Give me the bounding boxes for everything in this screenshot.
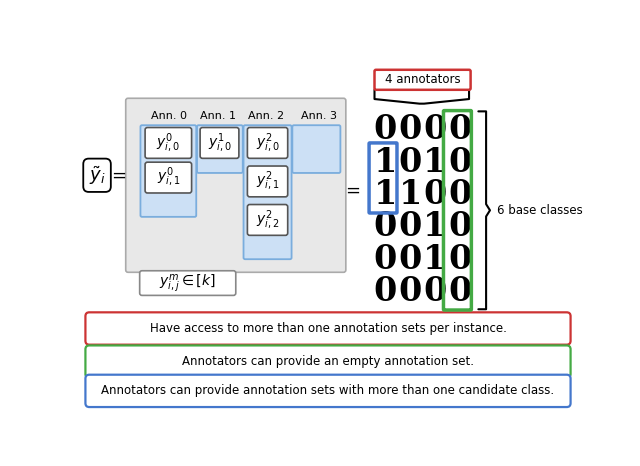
Text: Annotators can provide an empty annotation set.: Annotators can provide an empty annotati… [182,355,474,368]
Text: 0: 0 [448,178,472,211]
Text: 0: 0 [374,275,397,308]
Text: $y^m_{i,j} \in [k]$: $y^m_{i,j} \in [k]$ [159,272,216,294]
Text: Annotators can provide annotation sets with more than one candidate class.: Annotators can provide annotation sets w… [101,384,555,397]
Text: Ann. 0: Ann. 0 [151,111,187,121]
FancyBboxPatch shape [200,128,239,158]
Text: 0: 0 [423,275,447,308]
Text: $y^2_{i,0}$: $y^2_{i,0}$ [256,131,280,155]
FancyBboxPatch shape [140,271,236,295]
Text: 0: 0 [399,275,422,308]
Text: $y^2_{i,2}$: $y^2_{i,2}$ [256,208,279,232]
Text: 0: 0 [423,178,447,211]
Text: Ann. 2: Ann. 2 [248,111,284,121]
Text: 0: 0 [448,210,472,243]
Text: $y^1_{i,0}$: $y^1_{i,0}$ [207,131,232,155]
Text: 0: 0 [374,243,397,276]
FancyBboxPatch shape [244,125,292,259]
Text: 0: 0 [399,210,422,243]
FancyBboxPatch shape [85,345,571,378]
Text: $y^0_{i,1}$: $y^0_{i,1}$ [157,166,180,189]
Text: 6 base classes: 6 base classes [497,204,582,217]
Text: 1: 1 [423,243,447,276]
Text: Ann. 1: Ann. 1 [200,111,236,121]
FancyBboxPatch shape [248,166,288,197]
Text: $y^2_{i,1}$: $y^2_{i,1}$ [256,170,279,193]
Text: 0: 0 [374,113,397,146]
FancyBboxPatch shape [145,128,191,158]
Text: Have access to more than one annotation sets per instance.: Have access to more than one annotation … [150,322,506,335]
Text: $\tilde{y}_i$: $\tilde{y}_i$ [89,164,106,186]
Text: 0: 0 [423,113,447,146]
Text: 1: 1 [423,146,447,178]
Text: 0: 0 [448,275,472,308]
FancyBboxPatch shape [145,162,191,193]
Text: 0: 0 [448,243,472,276]
FancyBboxPatch shape [85,375,571,407]
Text: $y^0_{i,0}$: $y^0_{i,0}$ [157,131,180,155]
Text: 0: 0 [448,113,472,146]
Text: 0: 0 [399,113,422,146]
Text: 0: 0 [374,210,397,243]
Text: Ann. 3: Ann. 3 [301,111,337,121]
Text: 1: 1 [374,178,397,211]
Text: 1: 1 [423,210,447,243]
FancyBboxPatch shape [140,125,196,217]
Text: 4 annotators: 4 annotators [385,73,460,86]
FancyBboxPatch shape [292,125,340,173]
FancyBboxPatch shape [248,128,288,158]
Text: 0: 0 [399,243,422,276]
Text: =: = [346,182,360,199]
FancyBboxPatch shape [197,125,243,173]
Text: 0: 0 [448,146,472,178]
Text: 0: 0 [399,146,422,178]
FancyBboxPatch shape [125,98,346,272]
FancyBboxPatch shape [85,312,571,345]
Text: =: = [111,166,126,184]
FancyBboxPatch shape [374,70,470,90]
Text: 1: 1 [399,178,422,211]
FancyBboxPatch shape [248,205,288,235]
Text: 1: 1 [374,146,397,178]
